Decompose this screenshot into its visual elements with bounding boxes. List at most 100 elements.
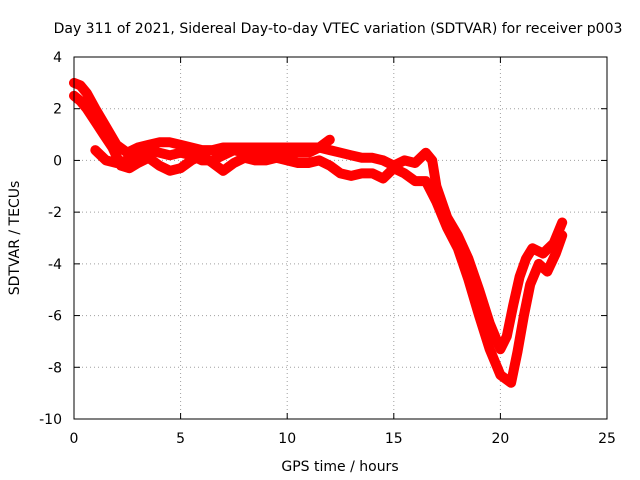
series-2 bbox=[90, 134, 335, 168]
data-point-marker bbox=[325, 146, 334, 155]
data-point-marker bbox=[379, 156, 388, 165]
data-point-marker bbox=[453, 244, 462, 253]
x-tick-label: 10 bbox=[278, 431, 296, 447]
y-tick-label: 2 bbox=[53, 102, 62, 118]
data-point-marker bbox=[551, 249, 560, 258]
data-point-marker bbox=[443, 223, 452, 232]
data-point-marker bbox=[325, 161, 334, 170]
data-point-marker bbox=[155, 148, 164, 157]
data-point-marker bbox=[165, 166, 174, 175]
data-point-marker bbox=[133, 151, 142, 160]
data-point-marker bbox=[76, 96, 85, 105]
data-point-marker bbox=[108, 143, 117, 152]
y-axis-label: SDTVAR / TECUs bbox=[7, 181, 23, 296]
data-point-marker bbox=[526, 280, 535, 289]
x-axis-label: GPS time / hours bbox=[281, 459, 398, 475]
data-point-marker bbox=[176, 164, 185, 173]
data-point-marker bbox=[502, 332, 511, 341]
y-tick-label: -8 bbox=[48, 360, 62, 376]
data-point-marker bbox=[336, 169, 345, 178]
y-tick-label: -2 bbox=[48, 205, 62, 221]
data-point-marker bbox=[513, 347, 522, 356]
data-point-marker bbox=[315, 143, 324, 152]
data-point-marker bbox=[400, 156, 409, 165]
data-point-marker bbox=[91, 146, 100, 155]
data-point-marker bbox=[144, 146, 153, 155]
data-point-marker bbox=[197, 156, 206, 165]
data-point-marker bbox=[368, 169, 377, 178]
data-point-marker bbox=[485, 345, 494, 354]
chart-title: Day 311 of 2021, Sidereal Day-to-day VTE… bbox=[54, 21, 623, 37]
y-tick-label: -10 bbox=[39, 412, 62, 428]
data-point-marker bbox=[229, 159, 238, 168]
data-point-marker bbox=[389, 164, 398, 173]
x-tick-label: 20 bbox=[491, 431, 509, 447]
data-point-marker bbox=[176, 148, 185, 157]
data-point-marker bbox=[539, 249, 548, 258]
data-point-marker bbox=[336, 148, 345, 157]
data-point-marker bbox=[82, 104, 91, 113]
data-point-marker bbox=[101, 156, 110, 165]
data-point-marker bbox=[219, 166, 228, 175]
data-point-marker bbox=[496, 345, 505, 354]
x-tick-label: 25 bbox=[598, 431, 616, 447]
data-point-marker bbox=[521, 254, 530, 263]
data-point-marker bbox=[165, 151, 174, 160]
data-point-marker bbox=[421, 177, 430, 186]
data-point-marker bbox=[485, 319, 494, 328]
data-point-marker bbox=[229, 146, 238, 155]
data-point-marker bbox=[123, 156, 132, 165]
data-point-marker bbox=[368, 153, 377, 162]
data-point-marker bbox=[379, 174, 388, 183]
data-point-marker bbox=[357, 153, 366, 162]
data-point-marker bbox=[400, 169, 409, 178]
data-point-marker bbox=[261, 151, 270, 160]
data-point-marker bbox=[357, 169, 366, 178]
x-tick-label: 15 bbox=[385, 431, 403, 447]
data-point-marker bbox=[155, 161, 164, 170]
data-point-marker bbox=[208, 146, 217, 155]
y-tick-label: -4 bbox=[48, 257, 62, 273]
data-point-marker bbox=[315, 156, 324, 165]
y-tick-label: -6 bbox=[48, 309, 62, 325]
data-point-marker bbox=[558, 231, 567, 240]
data-point-marker bbox=[165, 138, 174, 147]
data-point-marker bbox=[347, 171, 356, 180]
data-point-marker bbox=[432, 197, 441, 206]
axis-ticks: 0 5 10 15 20 25 -10 -8 -6 -4 -2 0 2 4 bbox=[39, 50, 616, 447]
data-point-marker bbox=[411, 159, 420, 168]
data-point-marker bbox=[187, 151, 196, 160]
data-point-marker bbox=[155, 138, 164, 147]
data-point-marker bbox=[475, 311, 484, 320]
data-point-marker bbox=[272, 148, 281, 157]
data-point-marker bbox=[283, 151, 292, 160]
data-point-marker bbox=[240, 148, 249, 157]
data-point-marker bbox=[421, 148, 430, 157]
series-0 bbox=[69, 77, 568, 355]
data-point-marker bbox=[428, 156, 437, 165]
x-tick-label: 0 bbox=[70, 431, 79, 447]
data-point-marker bbox=[558, 218, 567, 227]
data-point-marker bbox=[176, 140, 185, 149]
data-point-marker bbox=[543, 267, 552, 276]
data-point-marker bbox=[507, 378, 516, 387]
data-point-marker bbox=[293, 159, 302, 168]
data-point-marker bbox=[208, 156, 217, 165]
data-point-marker bbox=[304, 148, 313, 157]
data-point-marker bbox=[496, 371, 505, 380]
data-point-marker bbox=[293, 148, 302, 157]
data-point-marker bbox=[464, 275, 473, 284]
data-point-marker bbox=[304, 159, 313, 168]
data-point-marker bbox=[112, 159, 121, 168]
y-tick-label: 0 bbox=[53, 153, 62, 169]
x-tick-label: 5 bbox=[176, 431, 185, 447]
data-point-marker bbox=[99, 130, 108, 139]
data-point-marker bbox=[325, 135, 334, 144]
data-point-marker bbox=[125, 164, 134, 173]
data-point-marker bbox=[519, 311, 528, 320]
data-point-marker bbox=[509, 301, 518, 310]
data-point-marker bbox=[251, 151, 260, 160]
plot-frame bbox=[73, 56, 608, 420]
